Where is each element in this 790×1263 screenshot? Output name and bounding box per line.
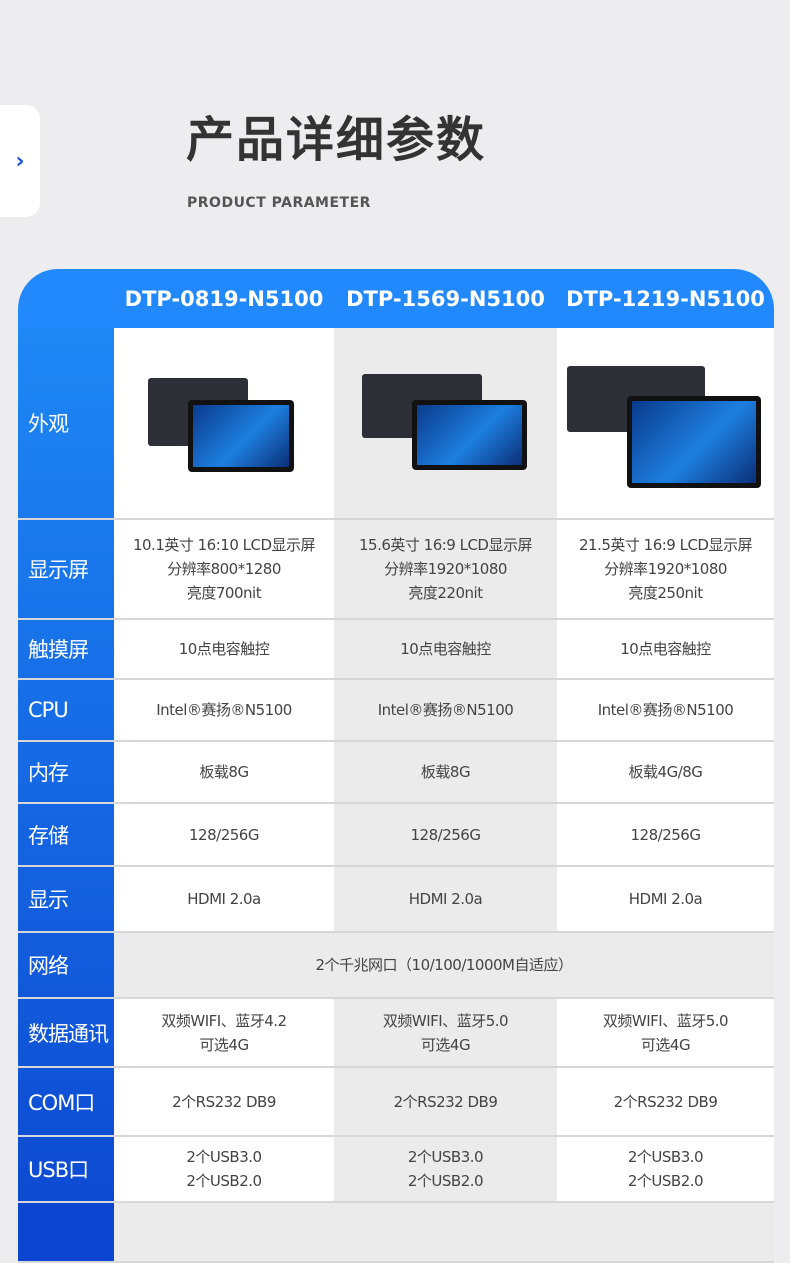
model-header: DTP-0819-N5100 (124, 287, 324, 311)
row-label: 显示屏 (18, 520, 114, 618)
page-title: 产品详细参数 (186, 112, 487, 168)
windows-screen (417, 405, 522, 465)
spec-cell: 15.6英寸 16:9 LCD显示屏 分辨率1920*1080 亮度220nit (334, 520, 557, 618)
spec-cell: 板载4G/8G (557, 742, 774, 802)
table-row: 数据通讯 双频WIFI、蓝牙4.2 可选4G 双频WIFI、蓝牙5.0 可选4G 双频… (18, 999, 774, 1068)
spec-cell: 2个千兆网口（10/100/1000M自适应） (114, 933, 774, 997)
spec-cell: 双频WIFI、蓝牙5.0 可选4G (334, 999, 557, 1066)
spec-cell: 2个RS232 DB9 (114, 1068, 334, 1135)
spec-cell: Intel®赛扬®N5100 (114, 680, 334, 740)
spec-cell: 板载8G (114, 742, 334, 802)
table-header: DTP-0819-N5100 DTP-1569-N5100 DTP-1219-N… (18, 269, 774, 329)
model-header: DTP-1569-N5100 (346, 287, 545, 311)
spec-cell: 128/256G (557, 804, 774, 865)
product-image (557, 328, 774, 518)
spec-cell: 2个RS232 DB9 (557, 1068, 774, 1135)
row-label: USB口 (18, 1137, 114, 1201)
device-front (412, 400, 527, 470)
model-header: DTP-1219-N5100 (566, 287, 765, 311)
row-label (18, 1203, 114, 1261)
spec-cell: 10点电容触控 (114, 620, 334, 678)
product-image (114, 328, 334, 518)
spec-cell: 21.5英寸 16:9 LCD显示屏 分辨率1920*1080 亮度250nit (557, 520, 774, 618)
spec-cell: 10点电容触控 (334, 620, 557, 678)
spec-cell: Intel®赛扬®N5100 (557, 680, 774, 740)
device-front (627, 396, 761, 488)
spec-cell: 10.1英寸 16:10 LCD显示屏 分辨率800*1280 亮度700nit (114, 520, 334, 618)
row-label: 显示 (18, 867, 114, 931)
row-label: CPU (18, 680, 114, 740)
table-row: 触摸屏 10点电容触控 10点电容触控 10点电容触控 (18, 620, 774, 680)
table-row: 外观 (18, 328, 774, 520)
spec-cell: 板载8G (334, 742, 557, 802)
spec-cell: HDMI 2.0a (114, 867, 334, 931)
spec-table: 外观 显示屏 10.1英寸 16:10 LCD显示屏 分辨率800*1280 亮度7… (18, 328, 774, 1263)
row-label: 外观 (18, 328, 114, 518)
row-label: 存储 (18, 804, 114, 865)
next-tab-button[interactable]: › (0, 105, 40, 217)
spec-cell: 双频WIFI、蓝牙5.0 可选4G (557, 999, 774, 1066)
spec-cell: 2个USB3.0 2个USB2.0 (557, 1137, 774, 1201)
spec-cell: Intel®赛扬®N5100 (334, 680, 557, 740)
row-label: 触摸屏 (18, 620, 114, 678)
device-front (188, 400, 294, 472)
windows-screen (632, 401, 756, 483)
table-row: 存储 128/256G 128/256G 128/256G (18, 804, 774, 867)
table-row: 显示 HDMI 2.0a HDMI 2.0a HDMI 2.0a (18, 867, 774, 933)
row-label: 内存 (18, 742, 114, 802)
product-image (334, 328, 557, 518)
spec-cell (114, 1203, 774, 1261)
spec-cell: 2个USB3.0 2个USB2.0 (114, 1137, 334, 1201)
table-row: CPU Intel®赛扬®N5100 Intel®赛扬®N5100 Intel®赛扬®… (18, 680, 774, 742)
chevron-right-icon: › (15, 148, 25, 174)
windows-screen (193, 405, 289, 467)
spec-cell: HDMI 2.0a (334, 867, 557, 931)
table-row: 显示屏 10.1英寸 16:10 LCD显示屏 分辨率800*1280 亮度700… (18, 520, 774, 620)
spec-cell: 双频WIFI、蓝牙4.2 可选4G (114, 999, 334, 1066)
row-label: COM口 (18, 1068, 114, 1135)
row-label: 网络 (18, 933, 114, 997)
spec-cell: 128/256G (334, 804, 557, 865)
table-row: 网络 2个千兆网口（10/100/1000M自适应） (18, 933, 774, 999)
table-row: USB口 2个USB3.0 2个USB2.0 2个USB3.0 2个USB2.0 2个… (18, 1137, 774, 1203)
row-label: 数据通讯 (18, 999, 114, 1066)
spec-cell: HDMI 2.0a (557, 867, 774, 931)
page-subtitle: PRODUCT PARAMETER (187, 195, 371, 211)
spec-cell: 10点电容触控 (557, 620, 774, 678)
spec-cell: 2个USB3.0 2个USB2.0 (334, 1137, 557, 1201)
spec-cell: 2个RS232 DB9 (334, 1068, 557, 1135)
table-row (18, 1203, 774, 1263)
table-row: COM口 2个RS232 DB9 2个RS232 DB9 2个RS232 DB9 (18, 1068, 774, 1137)
table-row: 内存 板载8G 板载8G 板载4G/8G (18, 742, 774, 804)
spec-cell: 128/256G (114, 804, 334, 865)
